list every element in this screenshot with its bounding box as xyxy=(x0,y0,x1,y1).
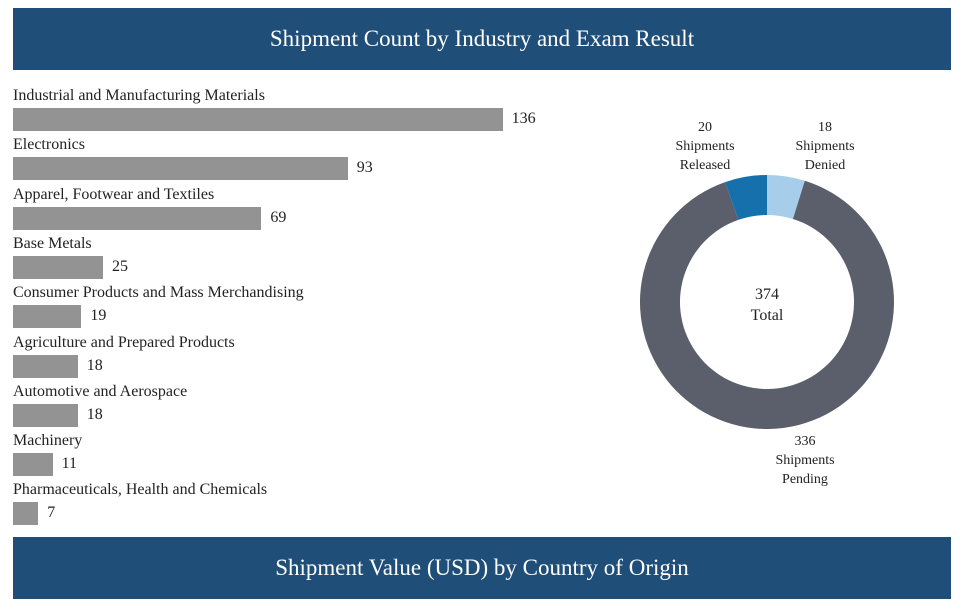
donut-slice[interactable] xyxy=(640,180,894,429)
slice-label: 336 Shipments Pending xyxy=(775,434,834,487)
bar-value-label: 18 xyxy=(86,356,103,374)
bar[interactable] xyxy=(13,108,503,131)
bar[interactable] xyxy=(13,354,78,378)
category-label: Pharmaceuticals, Health and Chemicals xyxy=(13,481,268,499)
bar-value-label: 11 xyxy=(61,455,77,473)
bar[interactable] xyxy=(13,502,39,526)
bar-value-label: 19 xyxy=(90,307,107,325)
donut-slice[interactable] xyxy=(767,175,805,219)
bar[interactable] xyxy=(13,157,348,181)
donut-center-value: 374 xyxy=(755,286,779,303)
bar[interactable] xyxy=(13,255,103,279)
bar-value-label: 93 xyxy=(356,159,373,177)
section-title: Shipment Value (USD) by Country of Origi… xyxy=(275,555,689,580)
category-label: Apparel, Footwear and Textiles xyxy=(13,185,215,203)
category-label: Electronics xyxy=(13,136,85,154)
category-label: Automotive and Aerospace xyxy=(13,382,188,400)
exam-result-donut-chart: 18 Shipments Denied 336 Shipments Pending 20 Sh… xyxy=(640,120,894,487)
bar[interactable] xyxy=(13,453,53,477)
bar-value-label: 18 xyxy=(86,405,103,423)
category-label: Industrial and Manufacturing Materials xyxy=(13,87,265,104)
chart-title-banner: Shipment Count by Industry and Exam Resu… xyxy=(13,8,951,70)
bar[interactable] xyxy=(13,403,78,427)
category-label: Agriculture and Prepared Products xyxy=(13,333,235,351)
slice-label: 18 Shipments Denied xyxy=(795,120,854,173)
bar-value-label: 136 xyxy=(511,110,536,127)
slice-label: 20 Shipments Released xyxy=(675,120,734,173)
category-label: Machinery xyxy=(13,432,83,450)
category-label: Consumer Products and Mass Merchandising xyxy=(13,284,304,302)
bar-value-label: 7 xyxy=(47,504,56,522)
category-label: Base Metals xyxy=(13,234,92,252)
donut-slice[interactable] xyxy=(725,175,767,220)
section-title-banner: Shipment Value (USD) by Country of Origi… xyxy=(13,537,951,599)
bar[interactable] xyxy=(13,305,82,329)
bar[interactable] xyxy=(13,206,262,230)
chart-title: Shipment Count by Industry and Exam Resu… xyxy=(269,26,695,51)
bar-value-label: 25 xyxy=(112,257,128,275)
industry-bar-chart: Industrial and Manufacturing Materials 13… xyxy=(13,87,536,526)
donut-center-label: Total xyxy=(751,307,784,324)
bar-value-label: 69 xyxy=(270,208,287,226)
